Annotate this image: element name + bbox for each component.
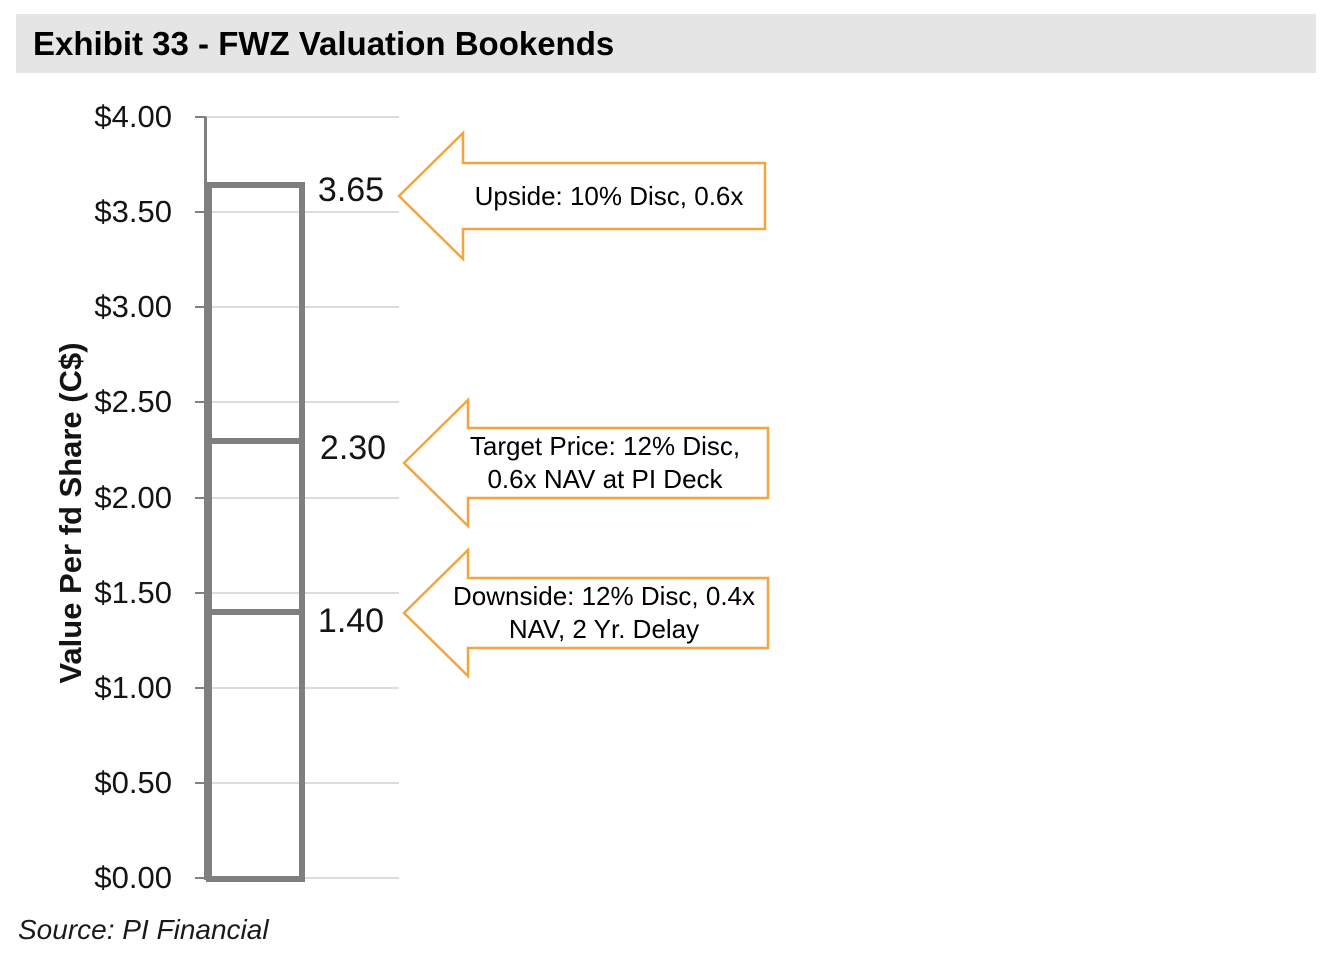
source-note: Source: PI Financial <box>18 914 269 945</box>
left-arrow-shape <box>402 397 770 529</box>
callout-line: Downside: 12% Disc, 0.4x <box>452 581 756 611</box>
bar-divider-1.40 <box>206 609 305 615</box>
y-tick-label: $4.00 <box>94 99 172 134</box>
callout-line: 0.6x NAV at PI Deck <box>487 464 723 494</box>
y-tick-label: $3.50 <box>94 194 172 229</box>
y-tick-label: $1.00 <box>94 670 172 705</box>
target-callout-arrow-icon <box>402 397 770 529</box>
y-tick-label: $0.50 <box>94 765 172 800</box>
gridline-4.00 <box>206 116 399 118</box>
downside-callout-label: Downside: 12% Disc, 0.4x NAV, 2 Yr. Dela… <box>436 580 772 646</box>
y-tickmark <box>195 782 206 784</box>
y-axis-title: Value Per fd Share (C$) <box>53 342 88 684</box>
value-label-upside: 3.65 <box>317 171 385 209</box>
y-tickmark <box>195 116 206 118</box>
y-tickmark <box>195 877 206 879</box>
y-tickmark <box>195 306 206 308</box>
upside-callout-arrow-icon <box>397 130 767 262</box>
bar-divider-2.30 <box>206 438 305 444</box>
title-bar: Exhibit 33 - FWZ Valuation Bookends <box>16 14 1316 73</box>
y-tick-label: $1.50 <box>94 575 172 610</box>
value-label-downside: 1.40 <box>317 602 385 640</box>
y-tick-label: $0.00 <box>94 860 172 895</box>
y-tickmark <box>195 497 206 499</box>
y-tick-label: $2.50 <box>94 384 172 419</box>
callout-line: Target Price: 12% Disc, <box>469 431 741 461</box>
y-tick-label: $2.00 <box>94 480 172 515</box>
page-title: Exhibit 33 - FWZ Valuation Bookends <box>33 24 615 62</box>
left-arrow-shape <box>402 547 770 679</box>
y-tickmark <box>195 592 206 594</box>
callout-line: Upside: 10% Disc, 0.6x <box>474 180 744 211</box>
valuation-bar <box>206 182 305 882</box>
target-callout-label: Target Price: 12% Disc, 0.6x NAV at PI D… <box>440 428 770 498</box>
upside-callout-label: Upside: 10% Disc, 0.6x <box>452 164 766 228</box>
y-tick-label: $3.00 <box>94 289 172 324</box>
left-arrow-shape <box>397 130 767 262</box>
downside-callout-arrow-icon <box>402 547 770 679</box>
y-tickmark <box>195 687 206 689</box>
value-label-target: 2.30 <box>319 429 387 467</box>
callout-line: NAV, 2 Yr. Delay <box>508 614 700 644</box>
y-tickmark <box>195 401 206 403</box>
y-tickmark <box>195 211 206 213</box>
